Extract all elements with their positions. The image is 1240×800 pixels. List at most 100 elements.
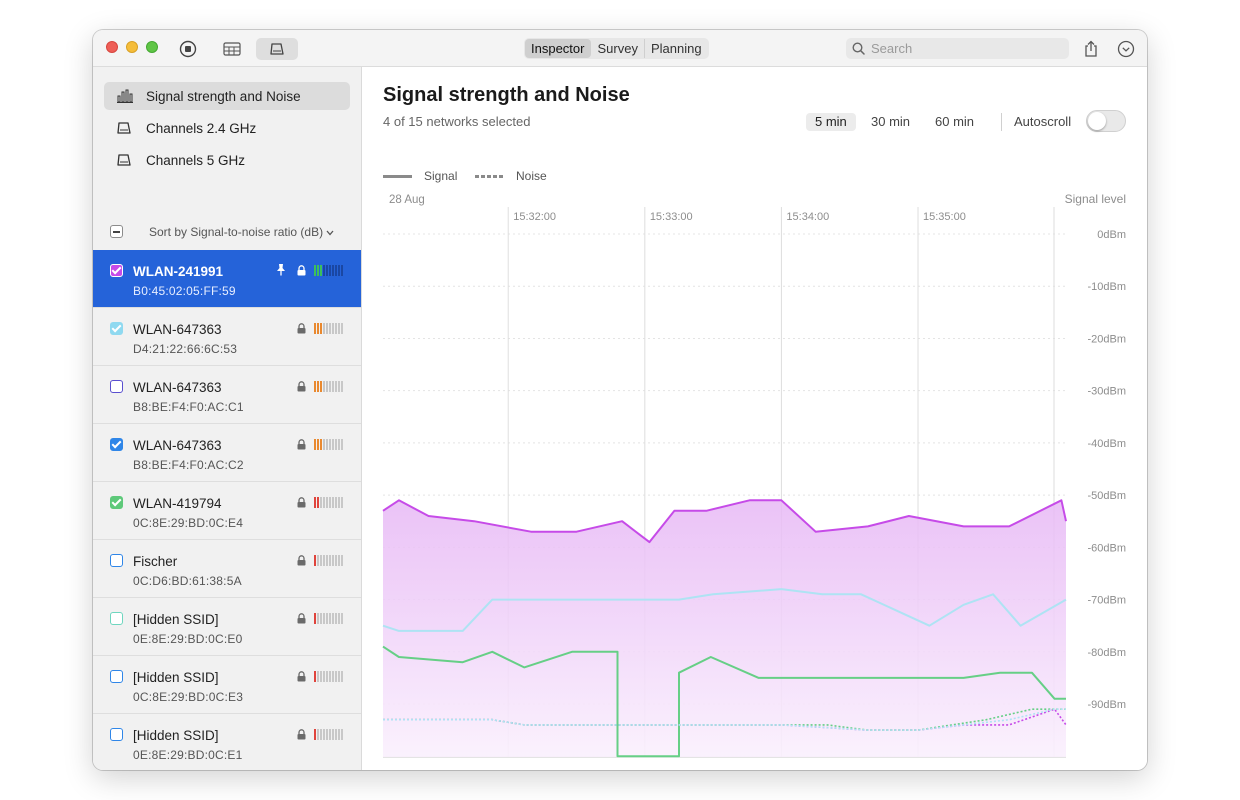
signal-strength-icon: [314, 323, 343, 334]
minimize-window-button[interactable]: [126, 41, 138, 53]
signal-strength-icon: [314, 381, 343, 392]
pin-icon[interactable]: [275, 263, 287, 276]
network-checkbox[interactable]: [110, 728, 123, 741]
table-icon: [223, 42, 241, 56]
signal-strength-icon: [314, 439, 343, 450]
network-row[interactable]: [Hidden SSID] 0E:8E:29:BD:0C:E1: [93, 714, 362, 770]
range-30min-button[interactable]: 30 min: [862, 113, 919, 131]
network-row[interactable]: WLAN-419794 0C:8E:29:BD:0C:E4: [93, 482, 362, 540]
y-tick-label: 0dBm: [1097, 229, 1126, 241]
y-tick-label: -20dBm: [1087, 333, 1126, 345]
network-mac: B8:BE:F4:F0:AC:C2: [133, 458, 244, 472]
legend-signal: Signal: [383, 169, 457, 183]
scanner-view-button[interactable]: [256, 38, 298, 60]
router-icon: [116, 153, 138, 167]
signal-strength-icon: [314, 265, 343, 276]
network-row[interactable]: Fischer 0C:D6:BD:61:38:5A: [93, 540, 362, 598]
network-checkbox[interactable]: [110, 380, 123, 393]
range-60min-button[interactable]: 60 min: [926, 113, 983, 131]
search-input[interactable]: [871, 41, 1051, 56]
network-mac: B0:45:02:05:FF:59: [133, 284, 236, 298]
network-name: WLAN-647363: [133, 438, 222, 453]
network-mac: 0E:8E:29:BD:0C:E0: [133, 632, 242, 646]
sort-dropdown[interactable]: Sort by Signal-to-noise ratio (dB): [149, 225, 334, 239]
sidebar-item-channels-5[interactable]: Channels 5 GHz: [104, 146, 350, 174]
tab-survey[interactable]: Survey: [591, 39, 644, 58]
legend-label: Noise: [516, 169, 547, 183]
network-checkbox[interactable]: [110, 554, 123, 567]
autoscroll-toggle[interactable]: [1086, 110, 1126, 132]
lock-icon: [297, 613, 306, 624]
network-list: WLAN-241991 B0:45:02:05:FF:59 WLAN-647363 D…: [93, 250, 362, 770]
network-checkbox[interactable]: [110, 612, 123, 625]
network-row[interactable]: [Hidden SSID] 0E:8E:29:BD:0C:E0: [93, 598, 362, 656]
network-checkbox[interactable]: [110, 496, 123, 509]
close-window-button[interactable]: [106, 41, 118, 53]
y-axis-title: Signal level: [1065, 192, 1126, 206]
select-all-checkbox[interactable]: [110, 225, 123, 238]
search-icon: [852, 42, 865, 55]
signal-strength-icon: [314, 671, 343, 682]
network-checkbox[interactable]: [110, 438, 123, 451]
date-label: 28 Aug: [389, 194, 425, 206]
bar-chart-icon: [116, 89, 138, 103]
sort-bar: Sort by Signal-to-noise ratio (dB): [93, 220, 362, 244]
zoom-window-button[interactable]: [146, 41, 158, 53]
y-tick-label: -30dBm: [1087, 386, 1126, 398]
network-row[interactable]: WLAN-241991 B0:45:02:05:FF:59: [93, 250, 362, 308]
network-row[interactable]: [Hidden SSID] 0C:8E:29:BD:0C:E3: [93, 656, 362, 714]
tab-planning[interactable]: Planning: [645, 39, 708, 58]
network-mac: 0E:8E:29:BD:0C:E1: [133, 748, 242, 762]
sidebar-item-channels-24[interactable]: Channels 2.4 GHz: [104, 114, 350, 142]
network-name: WLAN-647363: [133, 322, 222, 337]
lock-icon: [297, 555, 306, 566]
legend-signal-swatch: [383, 175, 412, 178]
table-view-button[interactable]: [221, 38, 243, 60]
stop-scan-button[interactable]: [177, 38, 199, 60]
stop-icon: [179, 40, 197, 58]
range-5min-button[interactable]: 5 min: [806, 113, 856, 131]
network-checkbox[interactable]: [110, 264, 123, 277]
share-icon: [1083, 40, 1099, 58]
legend-label: Signal: [424, 169, 457, 183]
tab-inspector[interactable]: Inspector: [525, 39, 591, 58]
network-name: WLAN-419794: [133, 496, 222, 511]
lock-icon: [297, 671, 306, 682]
network-name: [Hidden SSID]: [133, 670, 219, 685]
lock-icon: [297, 729, 306, 740]
chart-series: [383, 500, 1066, 757]
y-tick-label: -80dBm: [1087, 647, 1126, 659]
more-options-button[interactable]: [1115, 38, 1137, 60]
network-row[interactable]: WLAN-647363 D4:21:22:66:6C:53: [93, 308, 362, 366]
sidebar: Signal strength and Noise Channels 2.4 G…: [93, 67, 362, 770]
signal-strength-icon: [314, 497, 343, 508]
router-icon: [116, 121, 138, 135]
view-tabs: Inspector Survey Planning: [524, 38, 709, 59]
network-checkbox[interactable]: [110, 670, 123, 683]
sidebar-item-signal-noise[interactable]: Signal strength and Noise: [104, 82, 350, 110]
y-tick-label: -10dBm: [1087, 281, 1126, 293]
network-row[interactable]: WLAN-647363 B8:BE:F4:F0:AC:C2: [93, 424, 362, 482]
series-area: [383, 500, 1066, 757]
sidebar-item-label: Channels 5 GHz: [146, 153, 245, 168]
y-tick-label: -60dBm: [1087, 542, 1126, 554]
network-row[interactable]: WLAN-647363 B8:BE:F4:F0:AC:C1: [93, 366, 362, 424]
x-tick-label: 15:35:00: [923, 211, 966, 223]
lock-icon: [297, 497, 306, 508]
more-chevron-icon: [1117, 40, 1135, 58]
network-checkbox[interactable]: [110, 322, 123, 335]
sidebar-item-label: Signal strength and Noise: [146, 89, 301, 104]
autoscroll-label: Autoscroll: [1014, 114, 1071, 129]
y-tick-label: -40dBm: [1087, 438, 1126, 450]
selection-count: 4 of 15 networks selected: [383, 114, 530, 129]
lock-icon: [297, 381, 306, 392]
network-name: [Hidden SSID]: [133, 728, 219, 743]
legend-noise: Noise: [475, 169, 547, 183]
x-tick-label: 15:34:00: [786, 211, 829, 223]
share-button[interactable]: [1080, 38, 1102, 60]
network-mac: 0C:8E:29:BD:0C:E3: [133, 690, 243, 704]
sort-label: Sort by Signal-to-noise ratio (dB): [149, 225, 323, 239]
titlebar: Inspector Survey Planning: [93, 30, 1147, 67]
network-mac: 0C:8E:29:BD:0C:E4: [133, 516, 243, 530]
main-panel: Signal strength and Noise 4 of 15 networ…: [363, 67, 1147, 770]
